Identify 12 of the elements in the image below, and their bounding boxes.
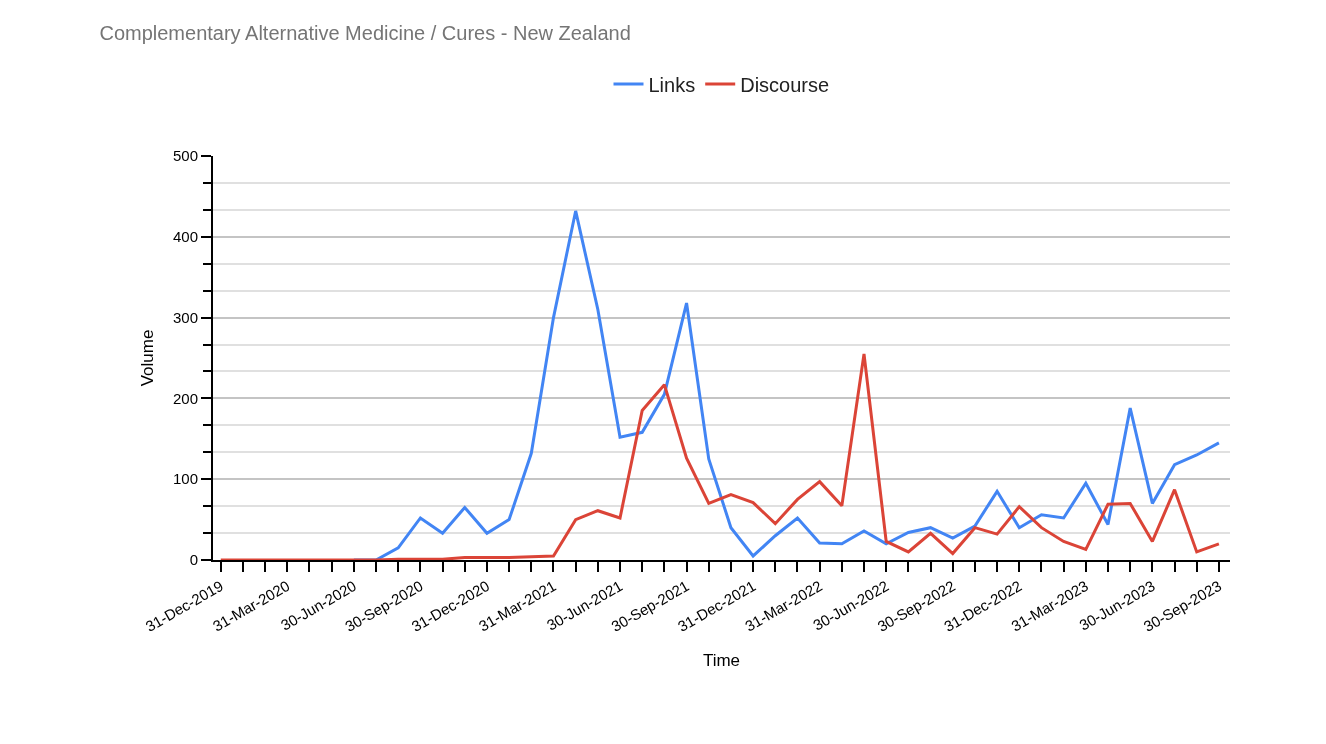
line-series	[219, 352, 1221, 560]
y-tick-label: 300	[172, 308, 198, 326]
x-axis-title: Time	[702, 650, 741, 670]
y-tick-label: 500	[172, 147, 198, 165]
y-tick-label: 0	[189, 551, 198, 569]
chart-title: Complementary Alternative Medicine / Cures - New Zealand	[99, 22, 631, 45]
y-tick-label: 200	[172, 389, 198, 407]
y-tick-label: 100	[172, 470, 198, 488]
legend-label: Links	[648, 73, 696, 96]
legend-label: Discourse	[740, 73, 830, 96]
y-tick-label: 400	[172, 228, 198, 246]
y-axis-title: Volume	[138, 329, 158, 387]
